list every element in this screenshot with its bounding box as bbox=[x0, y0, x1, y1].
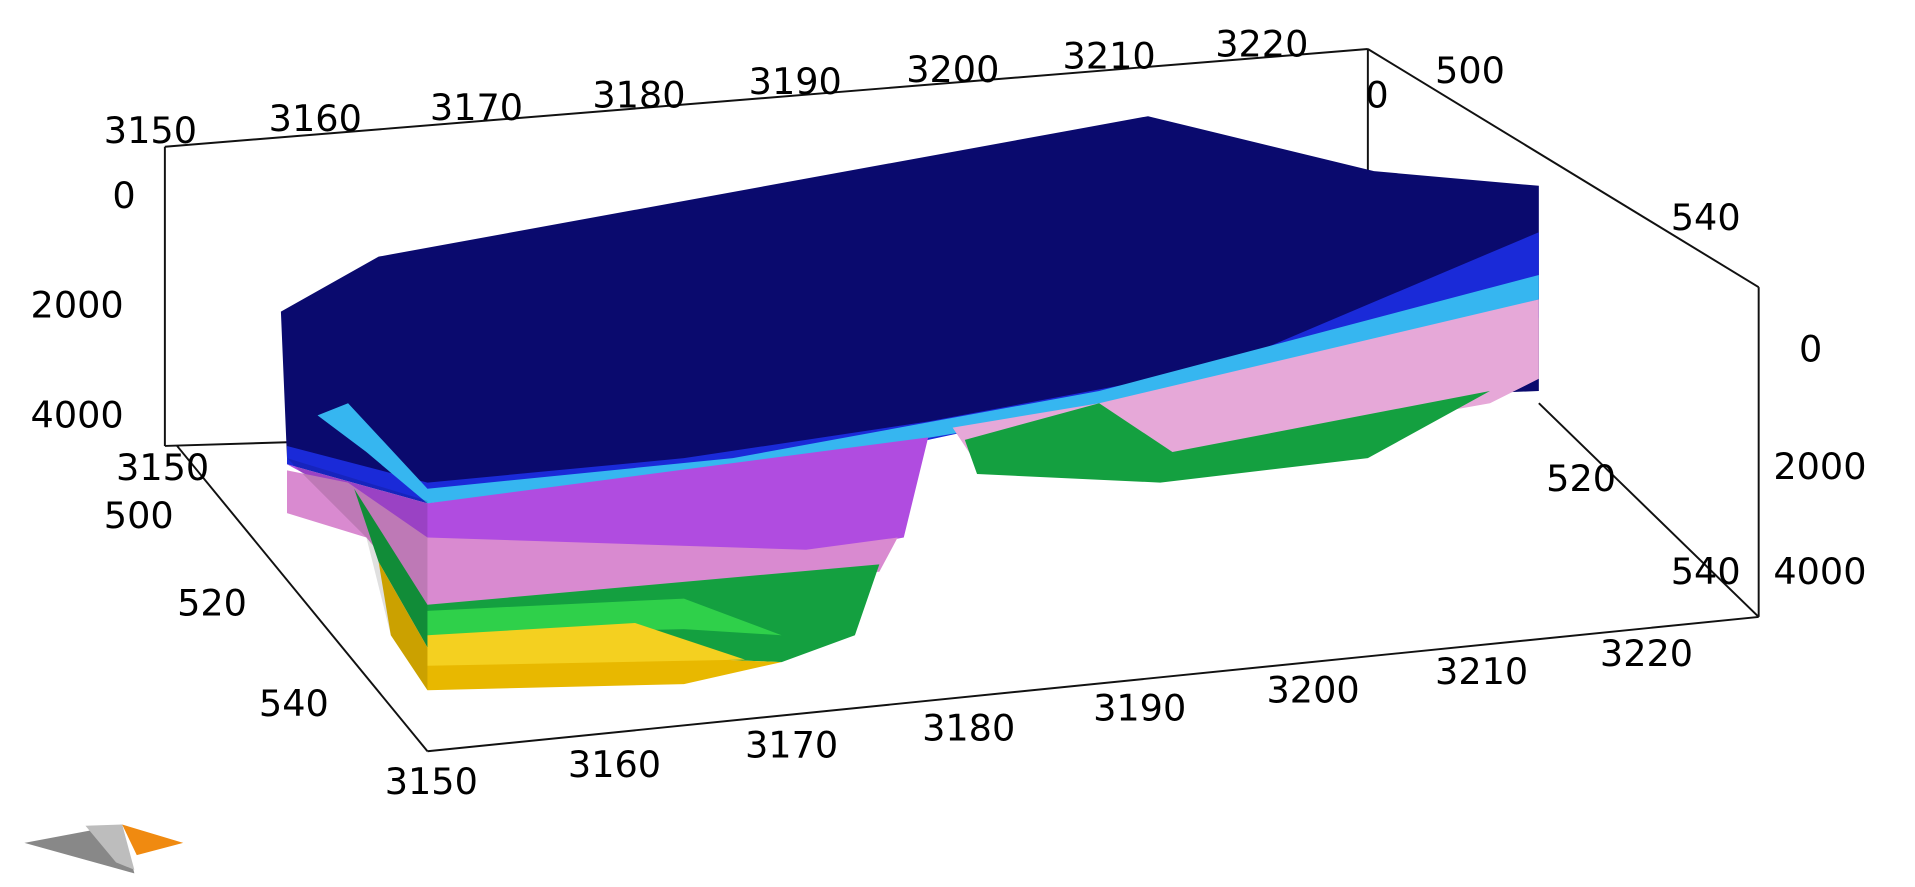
tick-label: 3190 bbox=[1093, 687, 1186, 730]
tick-label: 3160 bbox=[568, 743, 661, 786]
layer-green-right bbox=[964, 390, 1490, 483]
tick-label: 3220 bbox=[1215, 22, 1308, 65]
tick-label: 3200 bbox=[906, 48, 999, 91]
layer-yellow-light bbox=[427, 623, 745, 666]
tick-label: 520 bbox=[1546, 457, 1616, 500]
tick-label: 0 bbox=[1365, 74, 1388, 117]
box-back-edges bbox=[163, 48, 1760, 447]
tick-label: 3150 bbox=[385, 760, 478, 803]
bottom-x-tick-labels: 3150 3160 3170 3180 3190 3200 3210 3220 bbox=[385, 632, 1693, 803]
layer-green-light bbox=[427, 598, 782, 636]
tick-label: 3150 bbox=[116, 446, 209, 489]
tick-label: 3160 bbox=[269, 97, 362, 140]
tick-label: 540 bbox=[1671, 196, 1741, 239]
tick-label: 3180 bbox=[592, 74, 685, 117]
tick-label: 3180 bbox=[922, 706, 1015, 749]
tick-label: 3170 bbox=[745, 723, 838, 766]
tick-label: 3170 bbox=[430, 86, 523, 129]
layer-navy bbox=[280, 116, 1539, 501]
left-z-tick-labels: 0 2000 4000 3150 bbox=[31, 174, 210, 489]
geologic-volume bbox=[280, 116, 1539, 691]
box-front-edges bbox=[176, 287, 1760, 753]
tick-label: 4000 bbox=[31, 394, 124, 437]
tick-label: 3190 bbox=[749, 60, 842, 103]
tick-label: 4000 bbox=[1773, 550, 1866, 593]
tick-label: 0 bbox=[1799, 328, 1822, 371]
layer-purple bbox=[287, 437, 929, 556]
front-side-shade bbox=[280, 311, 428, 691]
tick-label: 3210 bbox=[1435, 650, 1528, 693]
tick-label: 3150 bbox=[104, 109, 197, 152]
left-y-tick-labels: 500 520 540 bbox=[104, 494, 329, 725]
tick-label: 3200 bbox=[1266, 668, 1359, 711]
top-x-tick-labels: 3150 3160 3170 3180 3190 3200 3210 3220 bbox=[104, 22, 1309, 152]
tick-label: 2000 bbox=[31, 284, 124, 327]
tick-label: 3220 bbox=[1600, 632, 1693, 675]
compass-arrow-icon[interactable] bbox=[24, 824, 184, 874]
tick-label: 540 bbox=[1671, 550, 1741, 593]
tick-label: 0 bbox=[112, 174, 135, 217]
tick-label: 540 bbox=[259, 682, 329, 725]
right-tick-labels: 0 500 540 0 2000 4000 520 540 bbox=[1365, 49, 1866, 593]
tick-label: 2000 bbox=[1773, 445, 1866, 488]
layer-pink bbox=[287, 470, 898, 611]
tick-label: 500 bbox=[1435, 49, 1505, 92]
tick-label: 520 bbox=[177, 582, 247, 625]
tick-label: 3210 bbox=[1063, 35, 1156, 78]
tick-label: 500 bbox=[104, 494, 174, 537]
